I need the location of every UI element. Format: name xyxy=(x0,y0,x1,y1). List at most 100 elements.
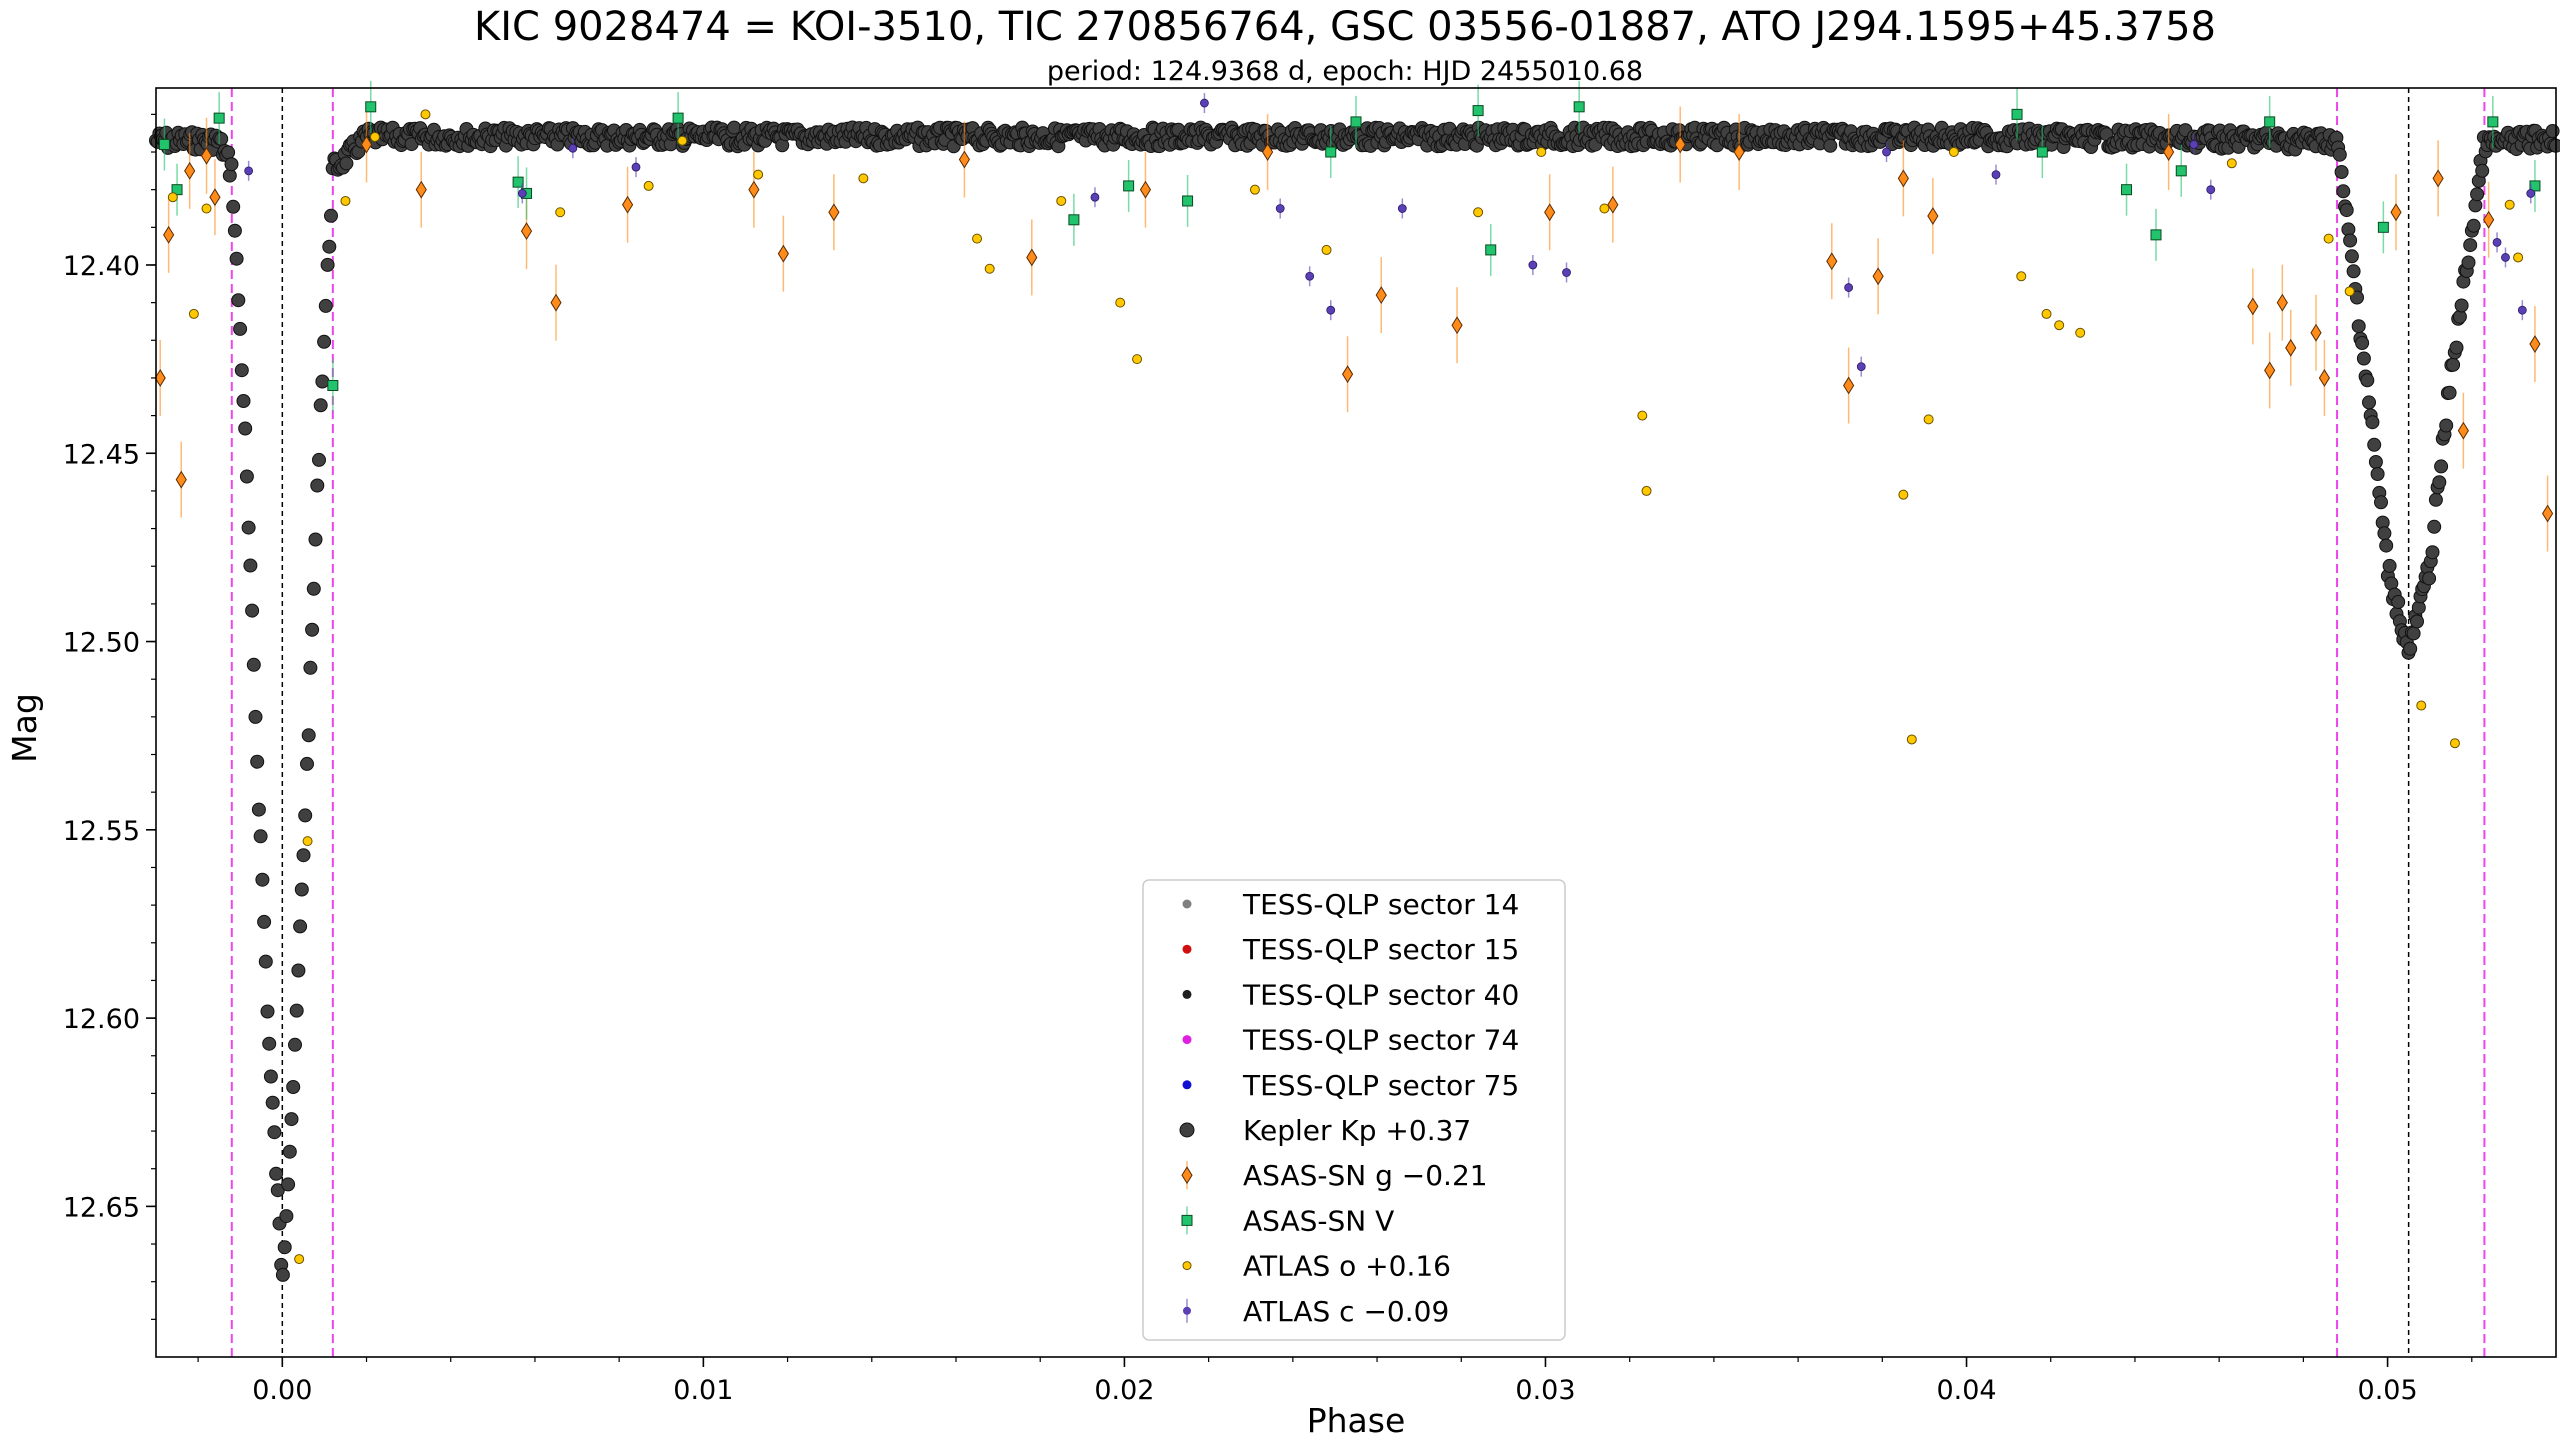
asas-sn-g-point xyxy=(777,244,789,263)
kepler-point xyxy=(2379,538,2394,553)
kepler-point xyxy=(1823,138,1838,153)
kepler-point xyxy=(269,1166,284,1181)
kepler-point xyxy=(2434,459,2449,474)
atlas-c-series xyxy=(244,93,2536,377)
asas-sn-g-point xyxy=(621,195,634,214)
asas-sn-v-point xyxy=(2529,180,2541,192)
atlas-o-point xyxy=(1898,489,1909,500)
asas-sn-g-point xyxy=(2285,338,2297,357)
kepler-point xyxy=(2374,495,2388,510)
asas-sn-g-point xyxy=(175,470,187,489)
kepler-point xyxy=(324,208,338,223)
kepler-point xyxy=(246,657,261,672)
atlas-c-point xyxy=(2526,189,2536,198)
kepler-point xyxy=(229,251,244,266)
asas-sn-v-point xyxy=(2264,116,2276,128)
kepler-point xyxy=(288,1037,302,1052)
kepler-point xyxy=(313,398,328,413)
atlas-o-point xyxy=(302,836,313,847)
asas-sn-g-point xyxy=(520,222,533,241)
kepler-point xyxy=(2356,351,2371,366)
atlas-c-point xyxy=(2492,237,2502,247)
kepler-point xyxy=(222,168,237,183)
kepler-point xyxy=(260,1004,275,1019)
kepler-point xyxy=(2427,519,2442,534)
atlas-o-point xyxy=(1249,184,1260,195)
asas-sn-g-point xyxy=(550,293,562,312)
asas-sn-g-point xyxy=(828,203,840,222)
axes: 0.00 0.01 0.02 0.03 0.04 0.05 12.40 12.45 12.50 1… xyxy=(63,87,2557,1406)
kepler-point xyxy=(257,914,272,929)
asas-sn-v-point xyxy=(1068,214,1080,226)
kepler-point xyxy=(2449,340,2464,355)
kepler-point xyxy=(317,334,332,349)
kepler-point xyxy=(265,1095,280,1110)
legend-marker xyxy=(1182,944,1192,954)
kepler-point xyxy=(214,132,229,146)
asas-sn-g-point xyxy=(1261,143,1274,161)
asas-sn-g-point xyxy=(2310,323,2322,342)
atlas-o-point xyxy=(201,203,212,214)
kepler-point xyxy=(234,363,249,378)
atlas-o-point xyxy=(555,207,566,218)
asas-sn-v-point xyxy=(2150,229,2162,241)
atlas-o-point xyxy=(677,135,688,146)
legend-marker xyxy=(1181,1166,1193,1185)
legend-box xyxy=(1142,879,1566,1341)
legend-label: TESS-QLP sector 40 xyxy=(1242,978,1519,1011)
kepler-point xyxy=(315,374,330,389)
kepler-point xyxy=(306,581,321,596)
atlas-c-point xyxy=(1326,305,1336,315)
asas-sn-v-point xyxy=(2487,116,2499,128)
atlas-o-point xyxy=(1473,207,1484,218)
atlas-o-point xyxy=(167,192,178,203)
kepler-point xyxy=(236,394,251,408)
x-tick-label: 0.05 xyxy=(2358,1375,2418,1406)
asas-sn-g-point xyxy=(748,180,760,199)
kepler-point xyxy=(2422,571,2437,586)
asas-sn-v-point xyxy=(512,176,524,188)
kepler-point xyxy=(2362,395,2376,410)
kepler-point xyxy=(2334,165,2349,179)
kepler-point xyxy=(2549,138,2560,153)
asas-sn-v-point xyxy=(1472,105,1484,117)
legend-label: TESS-QLP sector 74 xyxy=(1242,1024,1519,1057)
asas-sn-v-point xyxy=(213,112,225,124)
x-tick-label: 0.03 xyxy=(1515,1375,1575,1406)
asas-sn-g-point xyxy=(1341,365,1354,384)
kepler-point xyxy=(727,120,742,135)
atlas-c-point xyxy=(631,162,641,172)
atlas-c-point xyxy=(1856,362,1866,372)
kepler-point xyxy=(2463,238,2478,253)
asas-sn-v-point xyxy=(2175,165,2187,177)
x-tick-label: 0.02 xyxy=(1094,1375,1154,1406)
kepler-point xyxy=(310,478,325,493)
atlas-o-point xyxy=(1599,203,1610,214)
atlas-c-point xyxy=(1275,204,1285,213)
legend-label: ATLAS o +0.16 xyxy=(1243,1250,1451,1283)
y-axis-label: Mag xyxy=(5,693,44,763)
atlas-c-point xyxy=(1844,283,1854,292)
atlas-o-point xyxy=(2513,252,2524,263)
asas-sn-g-point xyxy=(2529,335,2541,354)
atlas-o-point xyxy=(294,1254,305,1265)
kepler-point xyxy=(303,660,318,675)
kepler-point xyxy=(289,1003,304,1018)
asas-sn-v-point xyxy=(1182,195,1194,207)
kepler-point xyxy=(2470,187,2485,202)
kepler-point xyxy=(238,421,253,436)
asas-sn-g-point xyxy=(209,188,221,207)
x-tick-label: 0.01 xyxy=(673,1375,733,1406)
kepler-point xyxy=(2406,626,2421,641)
legend-marker xyxy=(1182,1261,1192,1271)
atlas-o-point xyxy=(1637,410,1648,421)
asas-sn-g-point xyxy=(1826,252,1838,271)
atlas-o-point xyxy=(420,109,431,120)
kepler-point xyxy=(2343,233,2358,248)
atlas-o-point xyxy=(2226,158,2237,169)
atlas-c-point xyxy=(1991,170,2001,180)
atlas-c-point xyxy=(1397,204,1407,213)
atlas-o-point xyxy=(2016,271,2027,282)
kepler-point xyxy=(245,603,260,618)
x-tick-label: 0.00 xyxy=(252,1375,312,1406)
